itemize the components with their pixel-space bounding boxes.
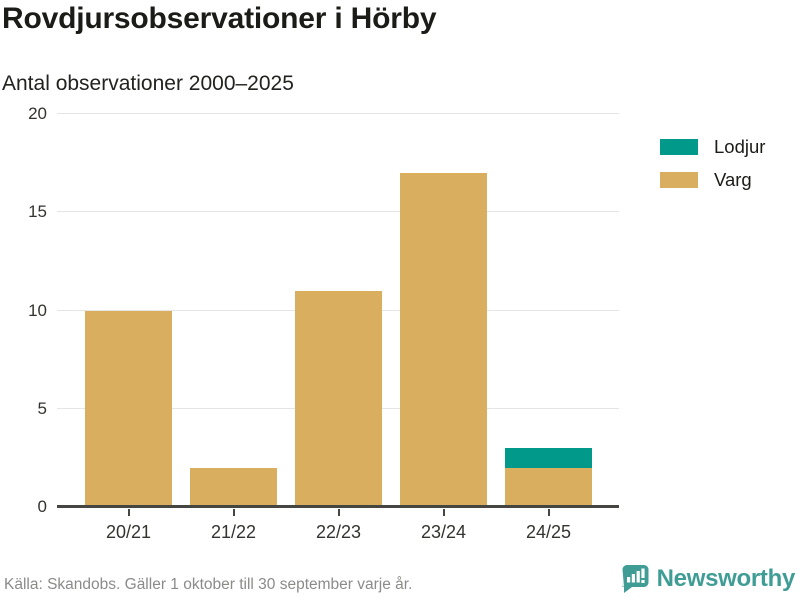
legend: Lodjur Varg bbox=[660, 136, 765, 202]
y-axis-label-0: 0 bbox=[37, 497, 47, 516]
legend-item-varg: Varg bbox=[660, 169, 765, 191]
bar-group-20/21 bbox=[85, 310, 172, 507]
newsworthy-logo[interactable]: Newsworthy bbox=[619, 563, 795, 594]
bar-segment-varg-20/21 bbox=[85, 310, 172, 507]
bar-group-21/22 bbox=[190, 467, 277, 507]
bar-segment-lodjur-24/25 bbox=[505, 448, 592, 468]
legend-item-lodjur: Lodjur bbox=[660, 136, 765, 158]
bar-segment-varg-21/22 bbox=[190, 467, 277, 507]
gridline-y-20 bbox=[57, 113, 619, 114]
bar-group-24/25 bbox=[505, 448, 592, 507]
chart-subtitle: Antal observationer 2000–2025 bbox=[2, 72, 294, 95]
legend-label-varg: Varg bbox=[714, 169, 752, 190]
legend-swatch-varg bbox=[660, 172, 698, 188]
x-tick-24/25 bbox=[547, 509, 550, 516]
newsworthy-logo-text: Newsworthy bbox=[656, 564, 796, 592]
x-axis-label-23/24: 23/24 bbox=[420, 522, 467, 542]
legend-swatch-lodjur bbox=[660, 139, 698, 155]
x-tick-23/24 bbox=[442, 509, 445, 516]
source-note: Källa: Skandobs. Gäller 1 oktober till 3… bbox=[4, 576, 413, 593]
x-axis-label-22/23: 22/23 bbox=[315, 522, 362, 542]
x-axis-label-24/25: 24/25 bbox=[525, 522, 572, 542]
bar-segment-varg-24/25 bbox=[505, 467, 592, 507]
bar-segment-varg-23/24 bbox=[400, 172, 487, 507]
x-axis-line bbox=[57, 505, 619, 508]
x-axis-label-20/21: 20/21 bbox=[105, 522, 152, 542]
legend-label-lodjur: Lodjur bbox=[714, 136, 766, 157]
x-axis-label-21/22: 21/22 bbox=[210, 522, 257, 542]
plot-area bbox=[57, 113, 619, 508]
chart-title: Rovdjursobservationer i Hörby bbox=[2, 2, 437, 35]
y-axis-label-10: 10 bbox=[28, 300, 47, 320]
bar-group-23/24 bbox=[400, 172, 487, 507]
bar-group-22/23 bbox=[295, 290, 382, 507]
x-tick-21/22 bbox=[232, 509, 235, 516]
x-tick-22/23 bbox=[337, 509, 340, 516]
bar-segment-varg-22/23 bbox=[295, 290, 382, 507]
newsworthy-logo-icon bbox=[622, 565, 649, 593]
y-axis-label-5: 5 bbox=[37, 398, 47, 418]
y-axis-label-15: 15 bbox=[28, 202, 47, 222]
y-axis-label-20: 20 bbox=[28, 104, 47, 123]
gridline-y-15 bbox=[57, 211, 619, 213]
x-tick-20/21 bbox=[127, 509, 130, 516]
